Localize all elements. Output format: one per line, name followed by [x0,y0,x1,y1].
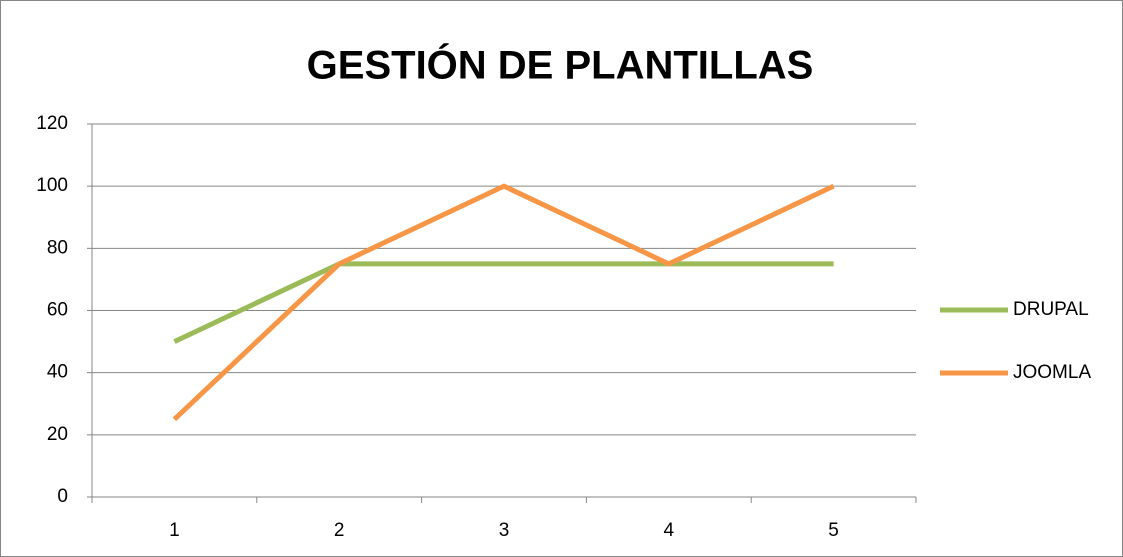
data-line [172,183,835,422]
x-tick-label: 4 [664,520,675,541]
y-tick-label: 120 [36,113,68,134]
y-tick-label: 60 [47,300,68,321]
x-tick-label: 3 [499,520,510,541]
x-tick-label: 5 [828,520,839,541]
y-tick-label: 80 [47,237,68,258]
x-tick-label: 1 [169,520,180,541]
chart-title: GESTIÓN DE PLANTILLAS [307,42,814,88]
y-tick-label: 40 [47,362,68,383]
data-line [173,261,834,344]
legend-label: DRUPAL [1013,299,1089,320]
y-tick-label: 20 [47,424,68,445]
y-tick-label: 0 [57,486,68,507]
legend-label: JOOMLA [1013,362,1091,383]
y-tick-label: 100 [36,175,68,196]
x-tick-label: 2 [334,520,345,541]
